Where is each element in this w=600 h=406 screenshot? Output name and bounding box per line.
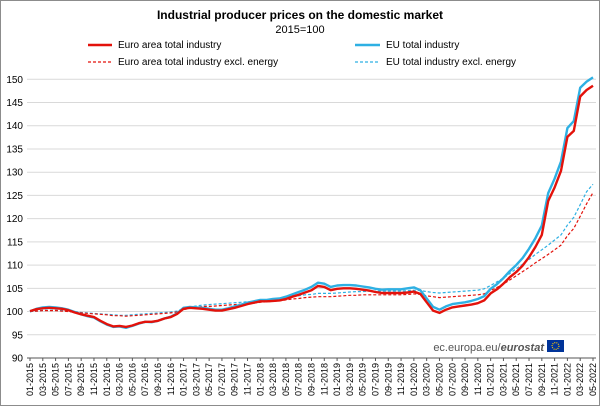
x-tick-label: 09-2020 <box>460 363 470 396</box>
x-tick-label: 01-2022 <box>562 363 572 396</box>
x-tick-label: 01-2015 <box>25 363 35 396</box>
y-tick-label: 110 <box>7 261 23 272</box>
x-tick-label: 07-2018 <box>294 363 304 396</box>
x-tick-label: 05-2016 <box>127 363 137 396</box>
source-url: ec.europa.eu/ <box>433 342 501 354</box>
legend-label: Euro area total industry excl. energy <box>118 57 278 68</box>
y-axis-ticks: 90 95 100 105 110 115 120 125 130 135 140 145 150 <box>6 75 23 365</box>
series-line <box>29 192 594 317</box>
chart-title: Industrial producer prices on the domest… <box>157 8 443 22</box>
x-tick-label: 09-2016 <box>153 363 163 396</box>
x-tick-label: 09-2015 <box>76 363 86 396</box>
x-axis-ticks: 01-2015 03-2015 05-2015 07-2015 09-2015 11-20… <box>25 358 598 396</box>
series-line <box>29 183 594 316</box>
legend-item-eu-total: EU total industry <box>355 40 459 51</box>
legend-label: EU total industry <box>386 40 459 51</box>
legend-label: EU total industry excl. energy <box>386 57 516 68</box>
x-tick-label: 07-2017 <box>217 363 227 396</box>
x-tick-label: 05-2019 <box>358 363 368 396</box>
x-tick-label: 11-2018 <box>319 363 329 395</box>
x-tick-label: 03-2015 <box>38 363 48 396</box>
x-tick-label: 11-2015 <box>89 363 99 395</box>
chart-subtitle: 2015=100 <box>275 24 324 36</box>
svg-text:ec.europa.eu/eurostat: ec.europa.eu/eurostat <box>433 342 545 354</box>
y-tick-label: 100 <box>6 307 23 318</box>
legend-item-euro-area-total: Euro area total industry <box>88 40 221 51</box>
legend: Euro area total industry EU total indust… <box>88 40 516 68</box>
x-tick-label: 07-2015 <box>63 363 73 396</box>
x-tick-label: 05-2022 <box>588 363 598 396</box>
x-tick-label: 11-2020 <box>473 363 483 395</box>
x-tick-label: 05-2021 <box>511 363 521 396</box>
source-attribution: ec.europa.eu/eurostat <box>433 340 564 354</box>
x-tick-label: 11-2016 <box>166 363 176 395</box>
gridlines <box>27 78 596 359</box>
y-tick-label: 95 <box>12 330 24 341</box>
x-tick-label: 09-2019 <box>383 363 393 396</box>
y-tick-label: 145 <box>6 98 23 109</box>
y-tick-label: 150 <box>6 75 23 86</box>
x-tick-label: 07-2021 <box>524 363 534 396</box>
y-tick-label: 120 <box>6 214 23 225</box>
x-tick-label: 03-2020 <box>422 363 432 396</box>
x-tick-label: 09-2021 <box>537 363 547 396</box>
x-tick-label: 11-2019 <box>396 363 406 395</box>
x-tick-label: 01-2017 <box>179 363 189 396</box>
series-lines <box>29 76 594 329</box>
y-tick-label: 130 <box>6 168 23 179</box>
x-tick-label: 11-2017 <box>243 363 253 395</box>
eu-flag-icon <box>547 340 564 352</box>
x-tick-label: 03-2017 <box>191 363 201 396</box>
y-tick-label: 125 <box>6 191 23 202</box>
series-line <box>29 84 594 329</box>
x-tick-label: 05-2020 <box>434 363 444 396</box>
x-tick-label: 07-2019 <box>370 363 380 396</box>
legend-label: Euro area total industry <box>118 40 221 51</box>
x-tick-label: 03-2021 <box>498 363 508 396</box>
y-tick-label: 135 <box>6 144 23 155</box>
legend-item-eu-excl-energy: EU total industry excl. energy <box>355 57 516 68</box>
x-tick-label: 11-2021 <box>550 363 560 395</box>
source-brand: eurostat <box>501 342 546 354</box>
y-tick-label: 115 <box>7 237 23 248</box>
x-tick-label: 05-2015 <box>51 363 61 396</box>
x-tick-label: 01-2018 <box>255 363 265 396</box>
x-tick-label: 05-2017 <box>204 363 214 396</box>
x-tick-label: 03-2022 <box>575 363 585 396</box>
x-tick-label: 03-2018 <box>268 363 278 396</box>
y-tick-label: 140 <box>6 121 23 132</box>
x-tick-label: 01-2016 <box>102 363 112 396</box>
x-tick-label: 03-2016 <box>115 363 125 396</box>
x-tick-label: 07-2016 <box>140 363 150 396</box>
y-tick-label: 90 <box>12 354 24 365</box>
x-tick-label: 01-2021 <box>486 363 496 396</box>
x-tick-label: 09-2018 <box>307 363 317 396</box>
x-tick-label: 01-2019 <box>332 363 342 396</box>
x-tick-label: 09-2017 <box>230 363 240 396</box>
x-tick-label: 01-2020 <box>409 363 419 396</box>
x-tick-label: 05-2018 <box>281 363 291 396</box>
legend-item-euro-area-excl-energy: Euro area total industry excl. energy <box>88 57 278 68</box>
y-tick-label: 105 <box>6 284 23 295</box>
x-tick-label: 07-2020 <box>447 363 457 396</box>
x-tick-label: 03-2019 <box>345 363 355 396</box>
